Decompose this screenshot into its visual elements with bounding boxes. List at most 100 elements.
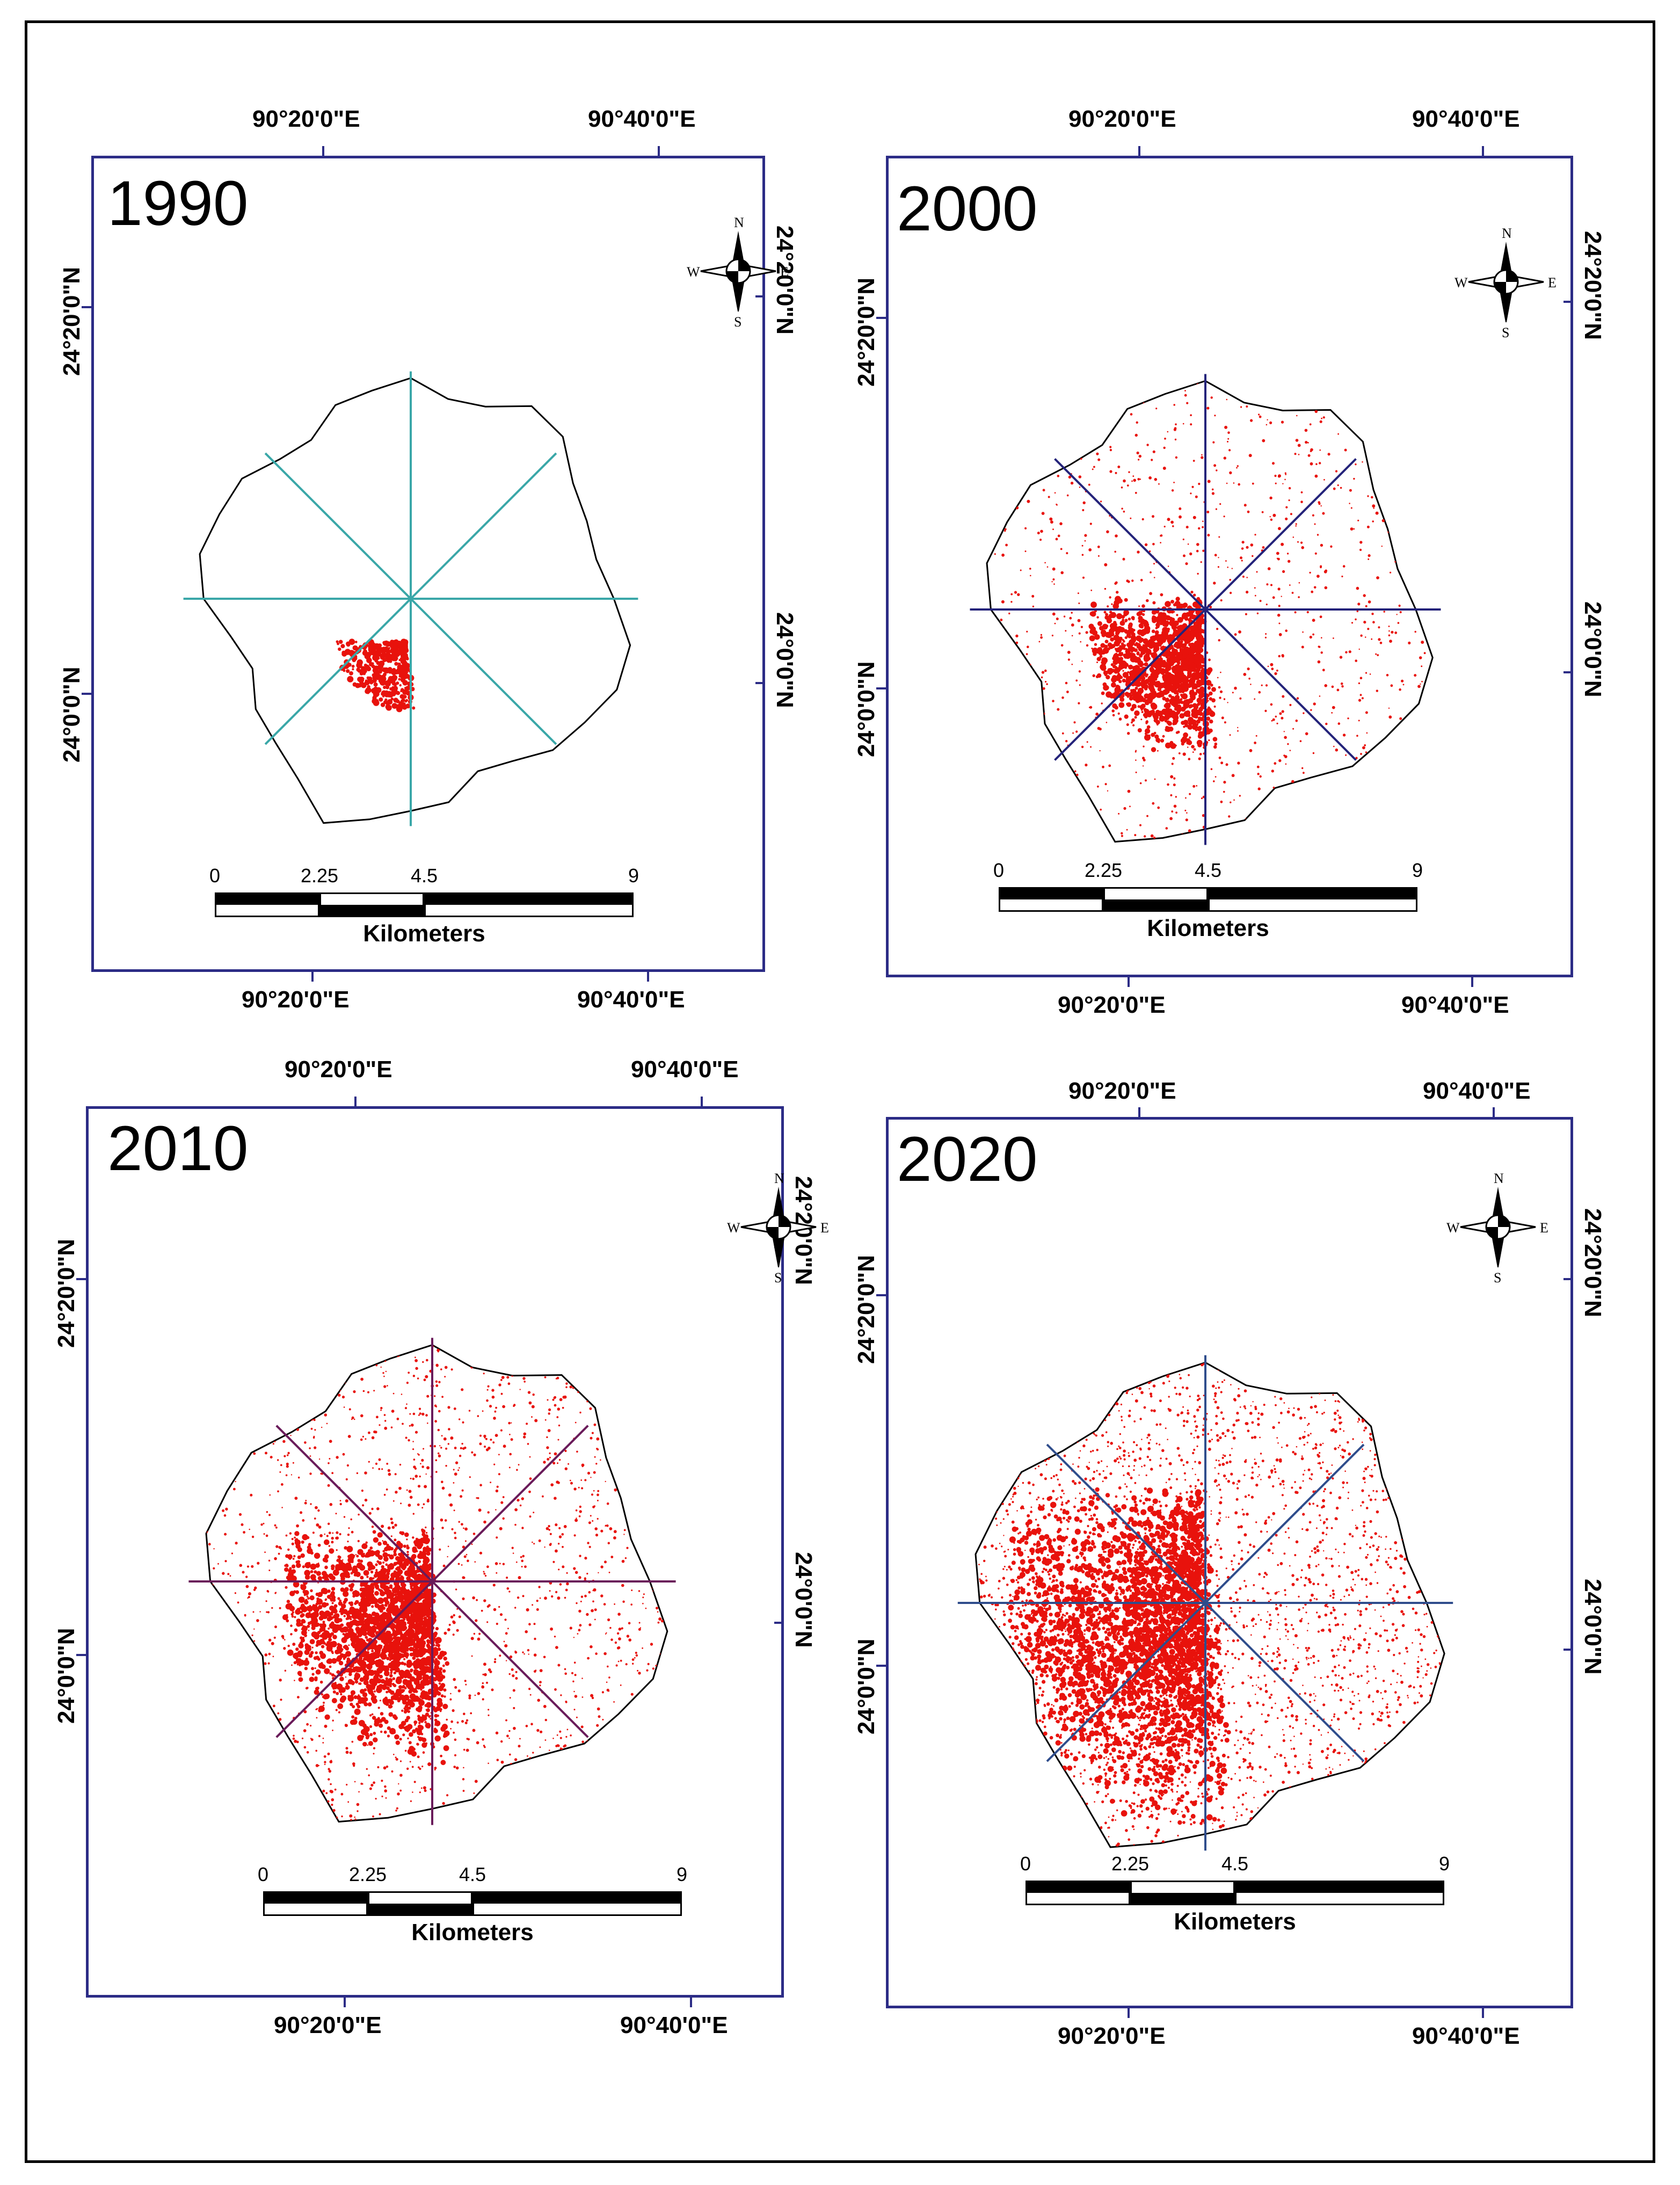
scale-bar: 0 2.25 4.5 9 Kilometers (1020, 1853, 1450, 1935)
direction-line (1046, 1602, 1206, 1762)
graticule-tick (755, 682, 765, 684)
map-frame (886, 1117, 1573, 2008)
latitude-label-left: 24°0'0"N (853, 661, 879, 757)
scale-segment (424, 892, 634, 917)
longitude-label-top: 90°20'0"E (1068, 1078, 1176, 1104)
scale-unit-label: Kilometers (411, 1919, 534, 1946)
latitude-label-left: 24°0'0"N (59, 666, 85, 763)
scale-segment (263, 1891, 368, 1916)
graticule-tick (1128, 977, 1130, 987)
graticule-tick (354, 1097, 357, 1106)
compass-n-label: N (734, 215, 744, 230)
graticule-tick (311, 972, 314, 982)
longitude-label-bottom: 90°20'0"E (274, 2012, 382, 2038)
map-panel-1990: 1990 90°20'0"E 90°20'0"E 90°40'0"E 90°40'0"E… (59, 106, 798, 1020)
direction-line (275, 1580, 433, 1738)
map-frame (886, 156, 1573, 977)
district-map (970, 374, 1441, 845)
latitude-label-left: 24°0'0"N (853, 1638, 879, 1734)
scale-bar: 0 2.25 4.5 9 Kilometers (258, 1863, 687, 1946)
graticule-tick (774, 1622, 784, 1624)
scale-segment (1208, 887, 1417, 912)
scale-segment (215, 892, 319, 917)
direction-line (410, 452, 557, 600)
figure-border (25, 20, 1655, 2163)
scale-unit-label: Kilometers (363, 920, 485, 947)
graticule-tick (1138, 146, 1140, 156)
latitude-label-right: 24°20'0"N (1580, 1208, 1606, 1318)
scale-segment (1130, 1881, 1235, 1905)
longitude-label-top: 90°20'0"E (285, 1056, 392, 1083)
direction-line (1046, 1443, 1206, 1604)
scale-tick-label: 0 (209, 865, 221, 887)
direction-line (1204, 1443, 1365, 1604)
latitude-label-right: 24°0'0"N (790, 1552, 817, 1648)
direction-line (275, 1425, 433, 1583)
scale-segment (319, 892, 424, 917)
compass-n-label: N (1494, 1171, 1504, 1186)
direction-line (410, 598, 557, 745)
compass-w-label: W (1446, 1220, 1460, 1236)
scale-tick-label: 9 (628, 865, 639, 887)
latitude-label-left: 24°20'0"N (853, 1254, 879, 1364)
longitude-label-top: 90°40'0"E (1423, 1078, 1531, 1104)
graticule-tick (876, 1665, 886, 1667)
compass-n-label: N (1502, 226, 1512, 241)
latitude-label-right: 24°20'0"N (1580, 231, 1606, 340)
graticule-tick (82, 306, 91, 308)
scale-tick-label: 2.25 (1111, 1853, 1150, 1875)
compass-n-label: N (774, 1171, 784, 1186)
direction-line (1204, 608, 1357, 761)
map-frame (86, 1106, 784, 1998)
longitude-label-top: 90°20'0"E (252, 106, 360, 132)
graticule-tick (1482, 2008, 1484, 2018)
scale-tick-label: 9 (1412, 859, 1423, 881)
district-boundary (199, 377, 631, 824)
direction-line (1054, 458, 1206, 611)
compass-s-label: S (734, 314, 742, 330)
longitude-label-bottom: 90°40'0"E (1412, 2023, 1520, 2049)
longitude-label-bottom: 90°20'0"E (1058, 2023, 1166, 2049)
year-label: 2020 (897, 1124, 1038, 1195)
compass-w-label: W (1454, 275, 1468, 291)
longitude-label-bottom: 90°40'0"E (1401, 992, 1509, 1018)
north-arrow-icon: N S E W (725, 1171, 832, 1286)
graticule-tick (344, 1998, 346, 2007)
graticule-tick (1563, 1649, 1573, 1651)
direction-line (1054, 608, 1206, 761)
direction-line (264, 598, 412, 745)
latitude-label-left: 24°20'0"N (853, 277, 879, 387)
scale-unit-label: Kilometers (1147, 915, 1269, 941)
direction-line (431, 1425, 589, 1583)
latitude-label-left: 24°20'0"N (59, 266, 85, 376)
graticule-tick (82, 693, 91, 695)
compass-e-label: E (780, 264, 789, 280)
north-arrow-icon: N S E W (1452, 226, 1560, 340)
graticule-tick (76, 1278, 86, 1280)
longitude-label-bottom: 90°20'0"E (242, 986, 350, 1013)
scale-tick-label: 9 (676, 1863, 688, 1885)
graticule-tick (1482, 146, 1484, 156)
map-panel-2020: 2020 90°20'0"E 90°20'0"E 90°40'0"E 90°40'0"E… (853, 1078, 1638, 2116)
district-map (957, 1355, 1453, 1851)
direction-line (1204, 458, 1357, 611)
scale-segment (368, 1891, 472, 1916)
compass-e-label: E (820, 1220, 829, 1236)
longitude-label-top: 90°40'0"E (631, 1056, 739, 1083)
map-panel-2000: 2000 90°20'0"E 90°20'0"E 90°40'0"E 90°40'0"E… (853, 107, 1606, 1047)
latitude-label-right: 24°0'0"N (1580, 601, 1606, 698)
scale-segment (472, 1891, 682, 1916)
compass-w-label: W (687, 264, 700, 280)
map-frame (91, 156, 765, 972)
graticule-tick (1563, 1278, 1573, 1280)
map-panel-2010: 2010 90°20'0"E 90°20'0"E 90°40'0"E 90°40'0"E… (53, 1056, 829, 2094)
scale-segment (1103, 887, 1208, 912)
year-label: 2000 (897, 173, 1038, 244)
north-arrow-icon: N S E W (1444, 1171, 1552, 1286)
latitude-label-left: 24°0'0"N (53, 1628, 79, 1724)
scale-tick-label: 0 (993, 859, 1005, 881)
longitude-label-bottom: 90°40'0"E (577, 986, 685, 1013)
direction-line (431, 1580, 589, 1738)
compass-w-label: W (727, 1220, 740, 1236)
graticule-tick (1471, 977, 1473, 987)
